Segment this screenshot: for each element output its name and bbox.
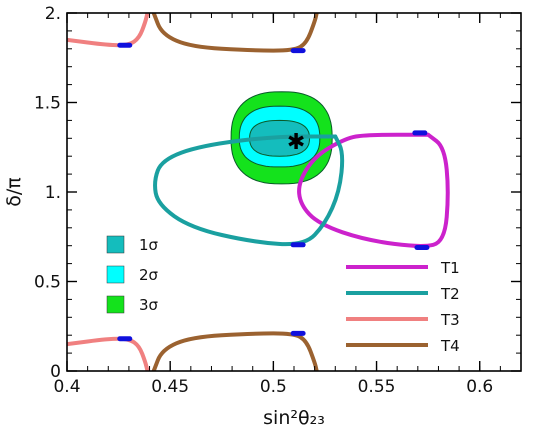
legend-label-t3: T3 [440, 311, 460, 329]
y-tick-label: 2. [45, 4, 61, 24]
legend-label-1sigma: 1σ [139, 236, 159, 254]
curve-t4-part-2 [151, 331, 319, 371]
legend-label-t2: T2 [440, 285, 460, 303]
curve-t1 [297, 132, 450, 248]
curve-t2 [153, 134, 345, 247]
y-tick-label: 0 [50, 362, 61, 382]
y-tick-label: 1. [45, 183, 61, 203]
x-tick-label: 0.55 [358, 377, 396, 397]
legend: 1σ 2σ 3σ T1 T2 T3 T4 [106, 235, 460, 355]
x-tick-label: 0.5 [260, 377, 287, 397]
legend-label-t1: T1 [440, 259, 460, 277]
best-fit-marker: ✱ [287, 130, 305, 155]
best-fit-layer: ✱ [287, 130, 305, 155]
curve-t3-part-2 [67, 336, 150, 371]
curves [67, 13, 450, 371]
legend-label-t4: T4 [440, 337, 460, 355]
curve-t3-part-1 [67, 13, 150, 48]
x-tick-label: 0.4 [53, 377, 80, 397]
y-axis-label: δ/π [3, 177, 25, 206]
legend-label-2sigma: 2σ [139, 266, 159, 284]
x-tick-label: 0.45 [151, 377, 189, 397]
y-tick-label: 1.5 [34, 94, 61, 114]
legend-swatch-2sigma [106, 265, 125, 284]
legend-swatch-3sigma [106, 295, 125, 314]
legend-label-3sigma: 3σ [139, 296, 159, 314]
x-tick-label: 0.6 [466, 377, 493, 397]
y-tick-label: 0.5 [34, 273, 61, 293]
x-axis-label: sin²θ₂₃ [263, 407, 325, 429]
curve-t4-part-1 [151, 13, 319, 53]
legend-swatch-1sigma [106, 235, 125, 254]
axis-ticks: 0.4 0.45 0.5 0.55 0.6 0 0.5 1. 1.5 2. [34, 4, 521, 397]
